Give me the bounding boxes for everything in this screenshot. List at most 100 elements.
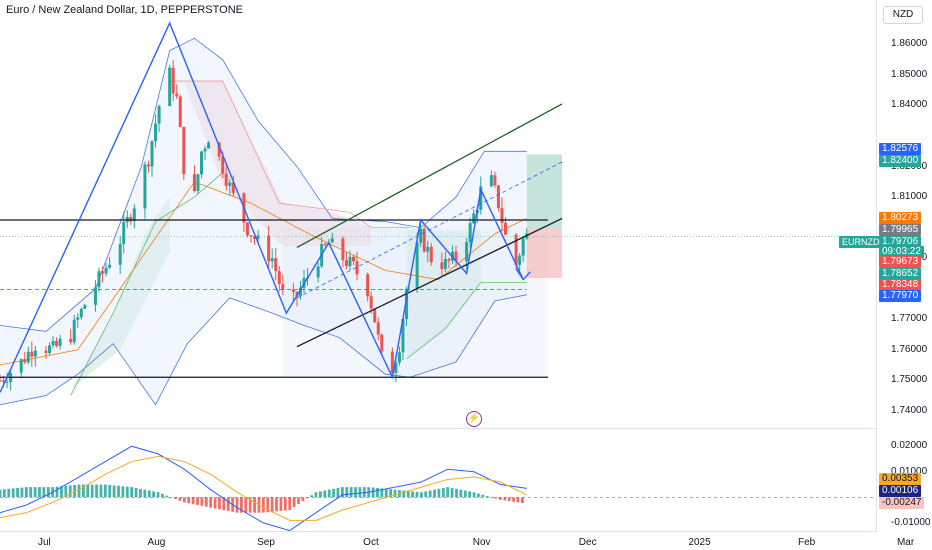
macd-histogram-bar: [327, 489, 331, 498]
candle-body: [369, 296, 373, 309]
candle-body: [380, 334, 384, 352]
macd-histogram-bar: [235, 497, 239, 513]
macd-histogram-bar: [283, 497, 287, 511]
candle-body: [171, 67, 175, 94]
price-badge: 1.79673: [879, 256, 922, 268]
macd-histogram-bar: [389, 489, 393, 498]
pane-divider[interactable]: [0, 428, 876, 429]
price-tick-label: 1.84000: [891, 99, 928, 111]
candle-body: [101, 271, 105, 274]
candle-body: [154, 123, 158, 142]
flash-event-icon[interactable]: ⚡: [466, 411, 482, 427]
candle-body: [422, 228, 426, 252]
span-a-line: [406, 282, 527, 360]
macd-histogram-bar: [24, 487, 28, 498]
macd-histogram-bar: [455, 488, 458, 498]
candle-body: [415, 242, 419, 289]
candle-body: [44, 350, 48, 354]
macd-histogram-bar: [209, 497, 213, 508]
macd-histogram-bar: [161, 493, 164, 498]
macd-histogram-bar: [516, 497, 520, 503]
macd-histogram-bar: [477, 493, 480, 498]
macd-histogram-bar: [279, 497, 283, 511]
macd-histogram-bar: [226, 497, 230, 511]
candle-body: [493, 175, 497, 186]
macd-histogram-bar: [310, 495, 314, 498]
candle-body: [277, 271, 281, 285]
macd-histogram-bar: [507, 497, 511, 502]
macd-histogram-bar: [178, 497, 182, 501]
macd-histogram-bar: [16, 487, 19, 498]
candle-body: [129, 216, 133, 222]
macd-histogram-bar: [376, 487, 379, 498]
macd-histogram-bar: [428, 490, 432, 498]
candle-body: [496, 185, 500, 208]
candle-body: [443, 258, 447, 269]
macd-histogram-bar: [38, 487, 41, 498]
price-badge: 1.82576: [879, 143, 922, 155]
symbol-label: EURNZD: [839, 236, 883, 248]
candle-body: [454, 251, 458, 262]
macd-histogram-bar: [73, 484, 77, 498]
arrow-head: [515, 268, 531, 281]
candle-body: [429, 246, 433, 263]
candle-body: [196, 174, 200, 192]
candle-body: [178, 96, 182, 127]
time-tick-label: Mar: [896, 537, 915, 548]
macd-histogram-bar: [143, 489, 147, 498]
candle-body: [79, 308, 83, 318]
candle-body: [249, 235, 253, 237]
macd-histogram-bar: [121, 486, 125, 498]
macd-histogram-bar: [108, 484, 112, 498]
currency-selector[interactable]: NZD: [883, 6, 923, 24]
candle-body: [23, 359, 27, 363]
macd-histogram-bar: [213, 497, 217, 509]
candle-body: [221, 156, 225, 174]
price-badge: 1.78348: [879, 279, 922, 291]
candle-body: [72, 319, 76, 343]
macd-histogram-bar: [305, 497, 309, 499]
time-tick-label: Sep: [257, 537, 275, 548]
macd-histogram-bar: [415, 491, 419, 498]
candle-body: [245, 222, 249, 236]
price-tick-label: 1.74000: [891, 404, 928, 416]
macd-histogram-bar: [204, 497, 208, 507]
macd-histogram-bar: [419, 492, 423, 498]
macd-badge: -0.00247: [879, 497, 925, 509]
candle-body: [295, 291, 299, 296]
macd-histogram-bar: [240, 497, 243, 513]
time-axis-border: [0, 531, 876, 532]
candle-body: [390, 351, 394, 374]
price-tick-label: 1.77000: [891, 313, 928, 325]
macd-histogram-bar: [314, 492, 318, 498]
macd-histogram-bar: [297, 497, 300, 505]
candle-body: [253, 236, 257, 239]
candle-body: [203, 148, 207, 152]
macd-histogram-bar: [11, 488, 15, 498]
candle-body: [224, 173, 228, 186]
macd-histogram-bar: [112, 485, 116, 498]
macd-tick-label: -0.01000: [891, 516, 931, 528]
macd-histogram-bar: [55, 486, 59, 498]
candle-body: [132, 208, 136, 222]
candle-body: [168, 67, 172, 107]
price-chart[interactable]: [0, 0, 876, 550]
bollinger-upper: [0, 37, 527, 332]
price-tick-label: 1.75000: [891, 374, 928, 386]
macd-histogram-bar: [218, 497, 221, 510]
price-badge: 1.79706: [879, 236, 922, 248]
candle-body: [394, 362, 398, 374]
candle-body: [122, 222, 126, 245]
candle-body: [472, 213, 476, 224]
candle-body: [504, 222, 508, 235]
macd-histogram-bar: [0, 489, 2, 498]
macd-histogram-bar: [275, 497, 278, 512]
macd-histogram-bar: [182, 497, 186, 503]
macd-histogram-bar: [459, 489, 463, 498]
price-tick-label: 1.81000: [891, 191, 928, 203]
macd-histogram-bar: [200, 497, 204, 506]
price-tick-label: 1.86000: [891, 38, 928, 50]
macd-histogram-bar: [288, 497, 292, 511]
span-a-line: [70, 172, 223, 396]
time-tick-label: Dec: [578, 537, 597, 548]
